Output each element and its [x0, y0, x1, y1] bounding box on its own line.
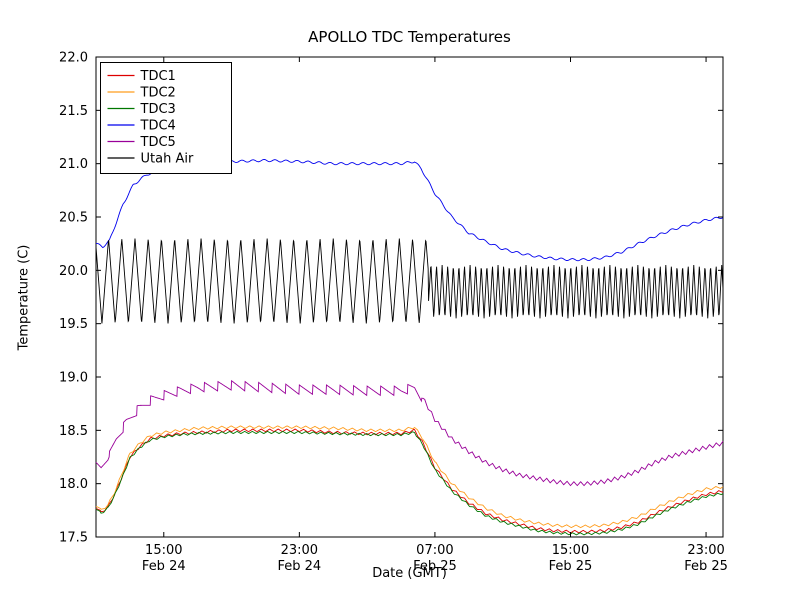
y-tick-label: 21.5 — [59, 104, 88, 119]
y-tick-label: 20.5 — [59, 211, 88, 226]
legend-label: Utah Air — [141, 152, 194, 167]
x-tick-date-label: Feb 25 — [413, 559, 457, 574]
y-axis-label: Temperature (C) — [16, 244, 32, 351]
x-tick-time-label: 07:00 — [416, 543, 453, 558]
y-tick-label: 20.0 — [59, 264, 88, 279]
series-tdc1 — [95, 428, 724, 534]
x-tick-time-label: 15:00 — [145, 543, 182, 558]
x-axis-label: Date (GMT) — [372, 566, 447, 581]
y-tick-label: 21.0 — [59, 157, 88, 172]
series-tdc3 — [95, 430, 724, 536]
y-tick-label: 19.5 — [59, 317, 88, 332]
y-tick-label: 18.0 — [59, 477, 88, 492]
chart-title: APOLLO TDC Temperatures — [308, 28, 511, 46]
x-tick-time-label: 23:00 — [281, 543, 318, 558]
x-tick-date-label: Feb 25 — [549, 559, 593, 574]
y-tick-label: 18.5 — [59, 424, 88, 439]
x-tick-time-label: 23:00 — [687, 543, 724, 558]
x-tick-date-label: Feb 24 — [277, 559, 321, 574]
x-tick-time-label: 15:00 — [552, 543, 589, 558]
y-tick-label: 17.5 — [59, 531, 88, 546]
y-tick-label: 22.0 — [59, 51, 88, 66]
legend-label: TDC1 — [140, 69, 176, 84]
legend-label: TDC5 — [140, 135, 176, 150]
series-tdc2 — [95, 425, 724, 529]
legend-label: TDC4 — [140, 119, 176, 134]
legend-label: TDC3 — [140, 102, 176, 117]
legend-label: TDC2 — [140, 86, 176, 101]
y-tick-label: 19.0 — [59, 371, 88, 386]
legend-box — [100, 62, 232, 174]
x-tick-date-label: Feb 25 — [684, 559, 728, 574]
series-tdc5 — [95, 379, 724, 487]
series-utah-air — [95, 238, 724, 324]
x-tick-date-label: Feb 24 — [142, 559, 186, 574]
